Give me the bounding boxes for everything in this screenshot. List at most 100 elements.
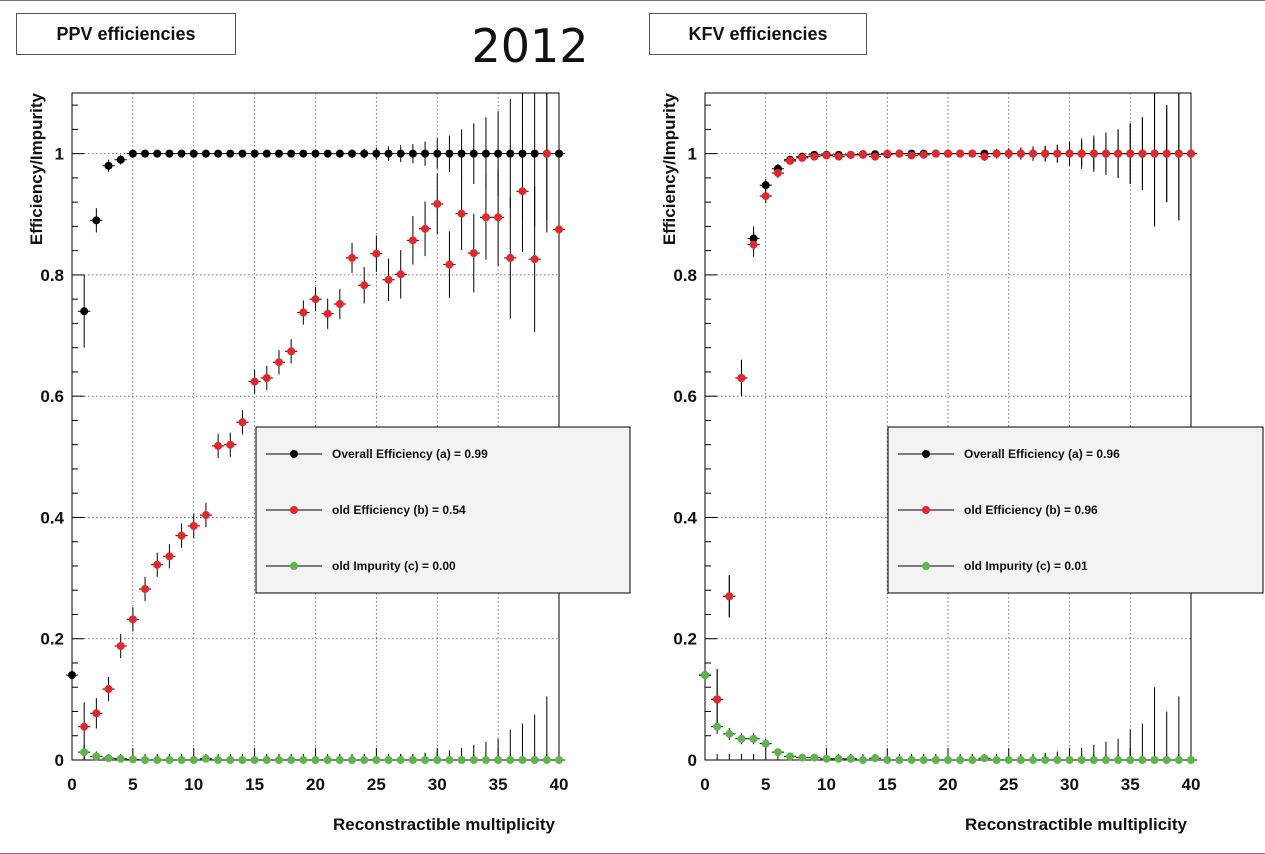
data-point	[287, 756, 296, 764]
data-point	[141, 756, 150, 764]
data-point	[1162, 149, 1171, 158]
data-point	[713, 722, 722, 731]
data-point	[1053, 149, 1062, 158]
data-point	[518, 187, 527, 196]
data-point	[494, 756, 503, 764]
data-point	[846, 754, 855, 763]
y-tick-label: 0.6	[673, 387, 697, 406]
data-point	[372, 149, 381, 158]
legend-marker	[290, 506, 298, 514]
data-point	[1089, 756, 1098, 764]
data-point	[262, 373, 271, 382]
data-point	[384, 756, 393, 764]
data-point	[944, 149, 952, 158]
x-tick-label: 5	[761, 775, 770, 794]
data-point	[311, 149, 320, 158]
data-point	[469, 149, 478, 158]
y-tick-label: 1	[55, 145, 64, 164]
data-point	[846, 150, 855, 159]
data-point	[396, 149, 405, 158]
data-point	[481, 213, 490, 222]
data-point	[980, 754, 989, 763]
data-point	[421, 224, 430, 233]
data-point	[506, 149, 515, 158]
data-point	[1162, 756, 1171, 764]
ppv-efficiency-chart: 0 5 10 15 20 25 30 35 40 0 0.2 0.4 0.6 0.8 1 Reconstrac…	[27, 92, 631, 834]
data-point	[299, 308, 308, 317]
data-point	[494, 149, 503, 158]
data-point	[262, 756, 271, 764]
data-point	[919, 756, 928, 764]
data-point	[250, 149, 259, 158]
x-tick-label: 15	[245, 775, 264, 794]
data-point	[165, 552, 174, 561]
y-tick-label: 0.2	[673, 630, 697, 649]
data-point	[1053, 756, 1062, 764]
data-point	[786, 752, 795, 761]
data-point	[481, 756, 490, 764]
data-point	[1016, 756, 1025, 764]
data-point	[457, 209, 466, 218]
data-point	[274, 358, 283, 367]
legend-label: old Efficiency (b) = 0.96	[964, 503, 1098, 517]
x-tick-label: 10	[184, 775, 203, 794]
data-point	[737, 373, 746, 382]
data-point	[1174, 756, 1183, 764]
data-point	[555, 225, 563, 234]
data-point	[858, 150, 867, 159]
data-point	[469, 249, 478, 258]
data-point	[201, 754, 210, 763]
data-point	[92, 752, 101, 761]
data-point	[238, 756, 247, 764]
data-point	[177, 149, 186, 158]
data-point	[810, 152, 819, 161]
data-point	[153, 560, 162, 569]
data-point	[737, 734, 746, 743]
data-point	[408, 236, 417, 245]
series-2	[78, 696, 566, 764]
x-axis-title: Reconstractible multiplicity	[965, 815, 1188, 834]
data-point	[287, 149, 296, 158]
legend-label: old Efficiency (b) = 0.54	[332, 503, 466, 517]
data-point	[226, 440, 235, 449]
data-point	[701, 671, 709, 680]
data-point	[384, 149, 393, 158]
data-point	[1150, 149, 1159, 158]
data-point	[92, 709, 101, 718]
data-point	[189, 149, 198, 158]
legend-marker	[922, 450, 930, 458]
data-point	[201, 149, 210, 158]
data-point	[408, 756, 417, 764]
data-point	[1077, 149, 1086, 158]
data-point	[992, 149, 1001, 158]
y-tick-label: 0.4	[40, 508, 64, 527]
legend-label: Overall Efficiency (a) = 0.96	[964, 447, 1120, 461]
data-point	[116, 754, 125, 763]
data-point	[323, 756, 332, 764]
legend: Overall Efficiency (a) = 0.96 old Efficie…	[887, 426, 1264, 594]
data-point	[919, 150, 928, 159]
right-panel-title: KFV efficiencies	[649, 13, 867, 55]
data-point	[506, 253, 515, 262]
data-point	[1174, 149, 1183, 158]
data-point	[445, 149, 454, 158]
data-point	[360, 756, 369, 764]
data-point	[274, 756, 283, 764]
data-point	[773, 748, 782, 757]
data-point	[992, 756, 1001, 764]
data-point	[822, 754, 831, 763]
series-2	[698, 670, 1198, 764]
data-point	[725, 592, 734, 601]
y-tick-label: 0.8	[673, 266, 697, 285]
data-point	[104, 685, 113, 694]
x-tick-label: 0	[67, 775, 76, 794]
data-point	[1004, 756, 1013, 764]
year-annotation: 2012	[471, 19, 589, 73]
legend-label: old Impurity (c) = 0.00	[332, 559, 456, 573]
data-point	[725, 729, 734, 738]
data-point	[1138, 756, 1147, 764]
data-point	[311, 295, 320, 304]
data-point	[226, 149, 235, 158]
data-point	[396, 270, 405, 279]
